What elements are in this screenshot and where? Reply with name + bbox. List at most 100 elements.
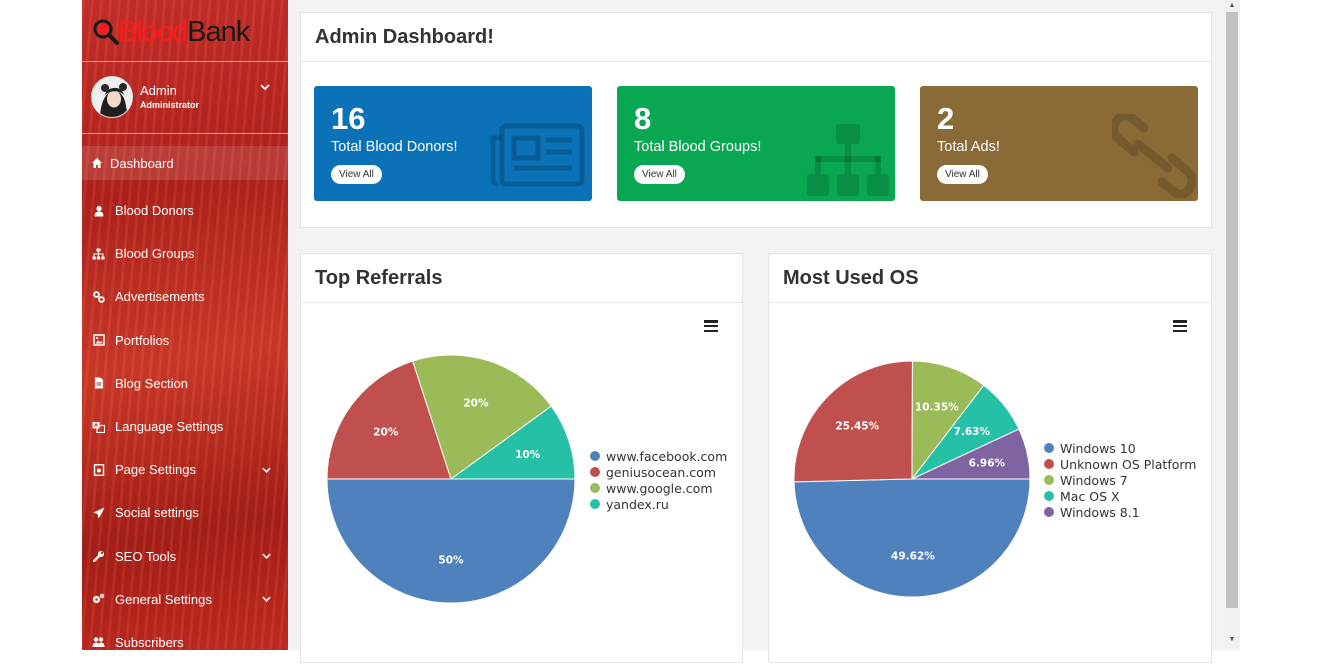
sidebar-item-blood-groups[interactable]: Blood Groups [82,232,288,275]
sidebar-item-general-settings[interactable]: General Settings [82,578,288,621]
dashboard-panel-header: Admin Dashboard! [301,13,1211,62]
stat-card-blood-groups: 8 Total Blood Groups! View All [617,86,895,201]
legend-label: geniusocean.com [606,464,716,480]
sidebar-item-seo-tools[interactable]: SEO Tools [82,535,288,578]
view-all-groups-button[interactable]: View All [634,165,685,184]
most-used-os-header: Most Used OS [769,254,1211,303]
chain-link-icon [1112,114,1196,198]
language-icon [92,420,105,433]
most-used-os-title: Most Used OS [783,267,919,289]
scrollbar[interactable]: ▲ ▼ [1224,0,1240,650]
pie-data-label: 7.63% [954,426,991,438]
legend-swatch [590,499,600,509]
stat-value: 2 [937,101,955,136]
legend-item[interactable]: Mac OS X [1044,488,1196,504]
view-all-ads-button[interactable]: View All [937,165,988,184]
sidebar-item-portfolios[interactable]: Portfolios [82,319,288,362]
dashboard-panel: Admin Dashboard! 16 Total Blood Donors! … [300,12,1212,228]
legend-swatch [1044,459,1054,469]
sidebar: BloodBank Admin Administrator [82,0,288,650]
legend-label: yandex.ru [606,496,669,512]
newspaper-icon [490,123,585,187]
sidebar-item-blood-donors[interactable]: Blood Donors [82,189,288,232]
hamburger-menu-icon[interactable] [1173,320,1187,333]
legend-item[interactable]: Windows 10 [1044,440,1196,456]
home-icon [90,157,103,170]
pie-slice-windows-7[interactable] [911,360,985,481]
pie-slice-yandex-ru[interactable] [449,405,576,480]
pie-slice-windows-8-1[interactable] [911,428,1031,480]
user-profile[interactable]: Admin Administrator [82,62,288,134]
brand-part-blood: Blood [118,16,188,48]
sidebar-item-page-settings[interactable]: Page Settings [82,448,288,491]
sidebar-item-language-settings[interactable]: Language Settings [82,405,288,448]
legend-item[interactable]: www.facebook.com [590,448,727,464]
stat-label: Total Ads! [937,139,1000,155]
brand-part-bank: Bank [187,16,250,48]
legend-label: Mac OS X [1060,488,1120,504]
legend-item[interactable]: Windows 8.1 [1044,504,1196,520]
page-title: Admin Dashboard! [315,26,494,48]
sidebar-item-blog-section[interactable]: Blog Section [82,362,288,405]
sidebar-item-label: Social settings [115,505,199,521]
legend-swatch [1044,507,1054,517]
pie-slice-www-facebook-com[interactable] [326,478,576,604]
sidebar-item-label: Advertisements [115,289,205,305]
legend-label: Windows 10 [1060,440,1136,456]
legend-swatch [1044,475,1054,485]
sidebar-item-social-settings[interactable]: Social settings [82,491,288,534]
chevron-down-icon [262,596,271,603]
user-role: Administrator [140,100,200,110]
paper-plane-icon [92,506,105,519]
sidebar-item-subscribers[interactable]: Subscribers [82,621,288,650]
pie-data-label: 20% [373,427,399,439]
pie-data-label: 20% [463,397,489,409]
file-icon [92,377,105,390]
legend-label: Windows 8.1 [1060,504,1140,520]
user-name: Admin [140,83,177,98]
wrench-icon [92,550,105,563]
chevron-down-icon[interactable] [260,82,270,92]
legend-swatch [1044,491,1054,501]
hamburger-menu-icon[interactable] [704,320,718,333]
avatar [91,76,133,118]
sidebar-item-label: Blood Groups [115,246,195,262]
scroll-up-arrow-icon[interactable]: ▲ [1228,2,1236,9]
brand-name: BloodBank [118,16,250,49]
stat-card-blood-donors: 16 Total Blood Donors! View All [314,86,592,201]
stat-label: Total Blood Donors! [331,139,458,155]
logo[interactable]: BloodBank [82,0,288,62]
chevron-down-icon [262,553,271,560]
top-referrals-panel: Top Referrals 50% 20% 20% 10% www.facebook.… [300,253,743,663]
legend-item[interactable]: Unknown OS Platform [1044,456,1196,472]
sidebar-item-label: Subscribers [115,634,184,650]
legend-label: www.facebook.com [606,448,728,464]
legend-item[interactable]: geniusocean.com [590,464,727,480]
scrollbar-thumb[interactable] [1226,12,1238,608]
legend-label: Windows 7 [1060,472,1128,488]
referrals-legend: www.facebook.com geniusocean.com www.googl… [590,448,727,512]
sitemap-icon [807,124,889,196]
image-icon [92,334,105,347]
magnifier-logo-icon [93,19,119,45]
avatar-image-icon [92,77,132,117]
pie-slice-geniusocean-com[interactable] [326,360,452,480]
pie-slice-unknown-os-platform[interactable] [793,360,913,483]
pie-data-label: 49.62% [891,551,935,563]
sidebar-item-label: Dashboard [110,155,174,171]
legend-item[interactable]: www.google.com [590,480,727,496]
legend-swatch [1044,443,1054,453]
sidebar-item-dashboard[interactable]: Dashboard [82,146,288,180]
pie-slice-www-google-com[interactable] [412,354,553,480]
view-all-donors-button[interactable]: View All [331,165,382,184]
app-window: BloodBank Admin Administrator [82,0,1240,663]
sidebar-item-advertisements[interactable]: Advertisements [82,275,288,318]
pie-data-label: 50% [438,555,464,567]
sidebar-item-label: Page Settings [115,462,196,478]
scroll-down-arrow-icon[interactable]: ▼ [1228,636,1236,643]
legend-item[interactable]: yandex.ru [590,496,727,512]
sitemap-icon [92,247,105,260]
legend-item[interactable]: Windows 7 [1044,472,1196,488]
user-icon [92,204,105,217]
pie-slice-windows-10[interactable] [793,478,1031,598]
